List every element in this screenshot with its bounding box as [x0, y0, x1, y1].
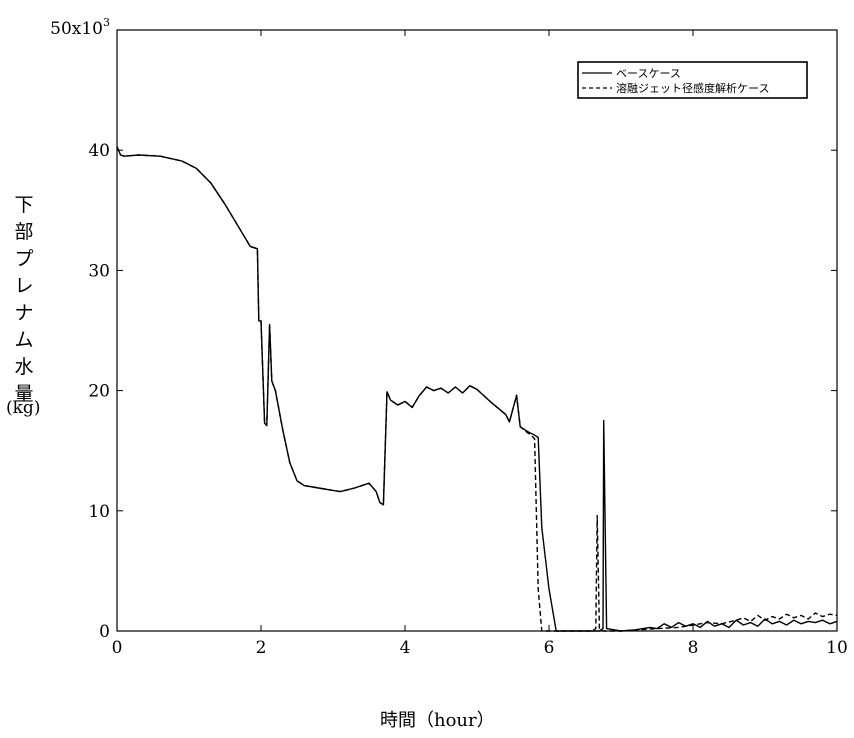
y-tick-label: 40: [88, 141, 110, 161]
y-tick-label: 10: [88, 502, 110, 522]
x-tick-label: 2: [256, 638, 267, 658]
legend: ベースケース 溶融ジェット径感度解析ケース: [577, 61, 808, 99]
plot-frame: [116, 29, 838, 632]
legend-box: [577, 61, 808, 99]
y-axis-unit: (kg): [6, 398, 41, 418]
x-tick-label: 6: [544, 638, 555, 658]
legend-label-sensitivity-case: 溶融ジェット径感度解析ケース: [616, 81, 769, 95]
y-tick-label: 30: [88, 261, 110, 281]
y-tick-label: 20: [88, 382, 110, 402]
y-tick-label: 0: [99, 622, 110, 642]
x-tick-label: 4: [400, 638, 411, 658]
x-tick-label: 8: [688, 638, 699, 658]
y-axis-label: 下部プレナム水量: [14, 194, 34, 405]
axis-ticks: 0 2 4 6 8 10 0 10 20 30 40: [88, 30, 848, 658]
legend-label-base-case: ベースケース: [616, 67, 681, 80]
x-tick-label: 10: [826, 638, 848, 658]
x-axis-label: 時間（hour）: [380, 710, 495, 731]
series-line-sensitivity-case: [116, 146, 838, 632]
series-lines: [116, 146, 838, 632]
y-top-tick-label: 50x103: [50, 16, 110, 39]
x-tick-label: 0: [112, 638, 123, 658]
